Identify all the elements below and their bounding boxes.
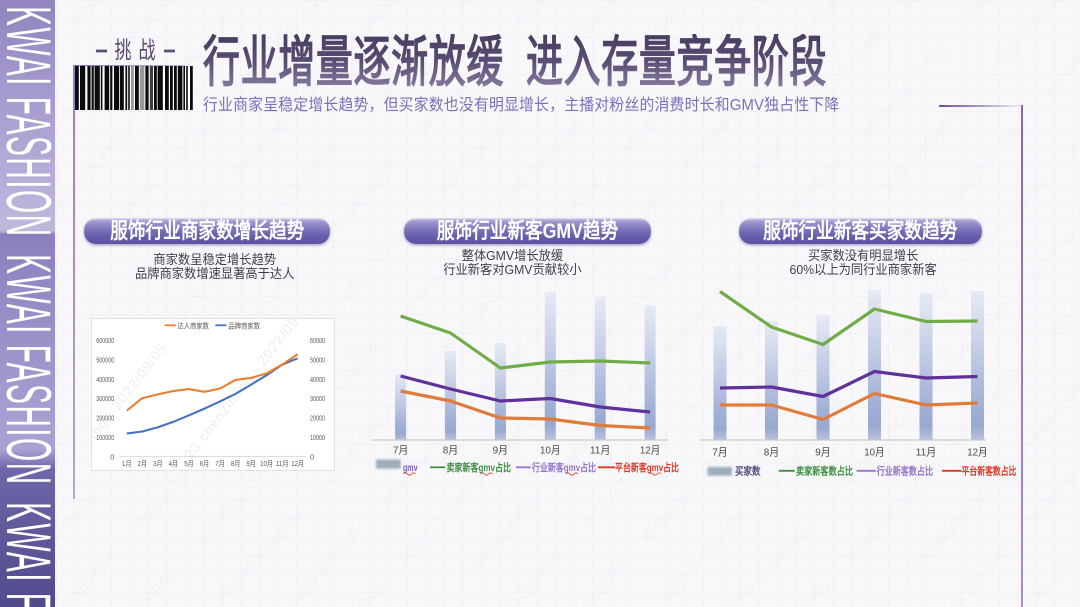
svg-text:100000: 100000: [96, 433, 114, 442]
svg-text:600000: 600000: [96, 336, 114, 345]
svg-text:200000: 200000: [96, 414, 114, 423]
svg-text:9月: 9月: [493, 445, 509, 457]
svg-text:300000: 300000: [96, 394, 114, 403]
svg-text:10月: 10月: [864, 447, 885, 459]
svg-text:2月: 2月: [138, 459, 148, 468]
svg-text:8月: 8月: [231, 459, 241, 468]
svg-text:平台新客gmv占比: 平台新客gmv占比: [615, 461, 679, 474]
svg-text:8月: 8月: [764, 447, 780, 459]
svg-text:品牌商家数: 品牌商家数: [228, 320, 260, 330]
svg-text:3月: 3月: [153, 459, 163, 468]
svg-text:9月: 9月: [246, 459, 256, 468]
svg-text:7月: 7月: [712, 447, 728, 459]
svg-text:5月: 5月: [184, 459, 194, 468]
svg-text:行业新客gmv占比: 行业新客gmv占比: [531, 461, 596, 474]
svg-text:60000: 60000: [310, 336, 325, 345]
svg-text:10月: 10月: [540, 445, 561, 457]
svg-text:11月: 11月: [916, 447, 937, 459]
svg-text:10月: 10月: [260, 459, 273, 468]
svg-text:400000: 400000: [96, 375, 114, 384]
svg-text:1月: 1月: [122, 459, 132, 468]
svg-text:30000: 30000: [310, 394, 325, 403]
svg-text:50000: 50000: [310, 356, 325, 365]
svg-text:卖家新客数占比: 卖家新客数占比: [796, 465, 853, 478]
svg-text:平台新客数占比: 平台新客数占比: [962, 465, 1017, 478]
svg-text:500000: 500000: [96, 356, 114, 365]
svg-text:12月: 12月: [291, 459, 304, 468]
svg-text:卖家新客gmv占比: 卖家新客gmv占比: [447, 461, 512, 474]
svg-text:7月: 7月: [393, 445, 409, 457]
svg-text:8月: 8月: [443, 445, 459, 457]
svg-text:10000: 10000: [310, 433, 325, 442]
svg-text:买家数: 买家数: [735, 465, 761, 478]
svg-text:行业新客数占比: 行业新客数占比: [876, 465, 933, 478]
svg-text:0: 0: [110, 452, 114, 461]
svg-text:40000: 40000: [310, 375, 325, 384]
svg-text:11月: 11月: [276, 459, 289, 468]
svg-text:20000: 20000: [310, 414, 325, 423]
svg-text:4月: 4月: [169, 459, 179, 468]
svg-text:6月: 6月: [200, 459, 210, 468]
svg-text:0: 0: [310, 452, 314, 461]
svg-text:12月: 12月: [967, 447, 988, 459]
svg-text:达人商家数: 达人商家数: [177, 320, 209, 330]
svg-text:7月: 7月: [215, 459, 225, 468]
svg-text:11月: 11月: [590, 445, 611, 457]
svg-text:9月: 9月: [815, 447, 831, 459]
svg-text:12月: 12月: [640, 445, 661, 457]
svg-text:gmv: gmv: [403, 462, 418, 474]
